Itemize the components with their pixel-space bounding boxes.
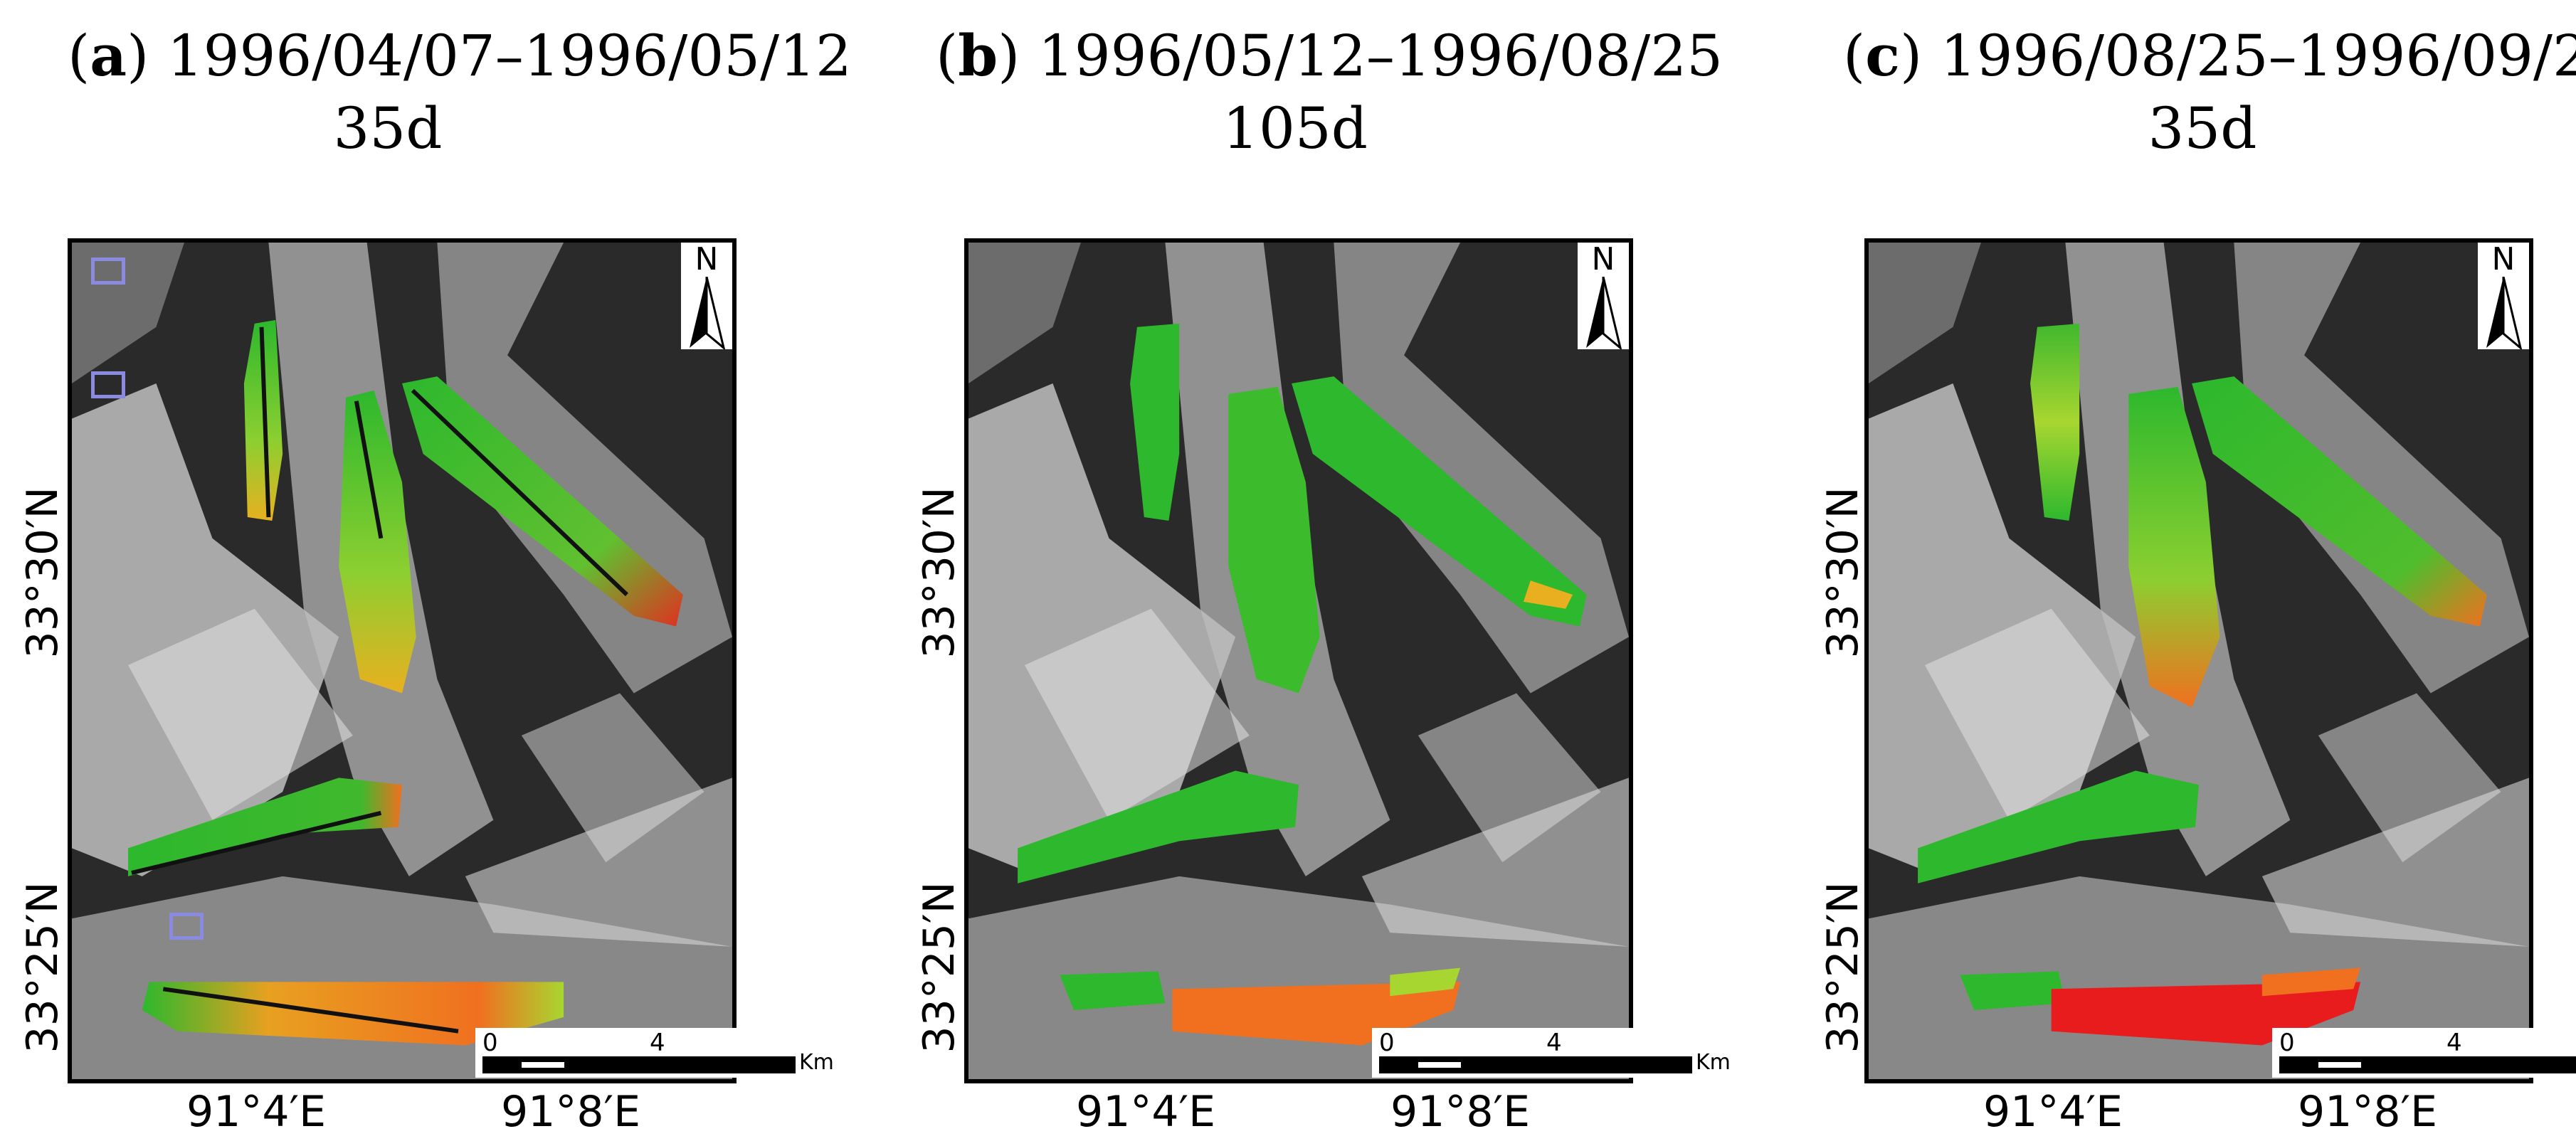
scale-bar-icon [2279,1056,2576,1073]
panel-b-lat-south: 33°25′N [914,881,964,1054]
scale-bar-icon [1379,1056,1692,1073]
scale-unit: Km [799,1050,834,1075]
north-letter: N [2491,241,2516,277]
panel-c-letter: c [1865,22,1900,89]
panel-a-roi-1 [91,258,125,285]
scale-four: 4 [650,1029,665,1057]
panel-a-map [68,238,737,1083]
panel-c-duration: 35d [2148,95,2257,161]
panel-a-period: 1996/04/07–1996/05/12 [167,23,852,89]
panel-a-lon-west: 91°4′E [186,1087,327,1137]
north-letter: N [1591,241,1615,277]
panel-c-lon-east: 91°8′E [2297,1087,2438,1137]
scale-bar-icon [482,1056,796,1073]
scale-zero: 0 [1379,1029,1395,1057]
panel-c-terrain [1869,243,2529,1079]
scale-zero: 0 [482,1029,498,1057]
panel-b-scalebar: 0 4 Km [1372,1028,1756,1078]
north-arrow-icon [690,277,726,349]
panel-b-lat-north: 33°30′N [914,487,964,659]
panel-a-title: (a) 1996/04/07–1996/05/12 35d [68,22,852,161]
panel-c-title: (c) 1996/08/25–1996/09/29 35d [1843,27,2576,161]
north-arrow-icon [2486,277,2523,349]
panel-c-lon-west: 91°4′E [1983,1087,2123,1137]
panel-a-lat-north: 33°30′N [18,487,68,659]
panel-a-terrain [72,243,732,1079]
panel-a-lon-east: 91°8′E [500,1087,641,1137]
scale-unit: Km [1696,1050,1731,1075]
panel-b-terrain [968,243,1629,1079]
scale-four: 4 [2446,1029,2462,1057]
panel-c-scalebar: 0 4 Km [2272,1028,2576,1078]
panel-c-lat-north: 33°30′N [1818,487,1868,659]
panel-c-north-arrow: N [2478,243,2529,349]
panel-b-period: 1996/05/12–1996/08/25 [1038,23,1723,89]
panel-b-duration: 105d [1223,95,1368,161]
panel-a-roi-3 [169,913,204,940]
panel-b-lon-east: 91°8′E [1390,1087,1531,1137]
panel-b-title: (b) 1996/05/12–1996/08/25 105d [936,22,1723,161]
panel-c-map [1864,238,2533,1083]
panel-a-lat-south: 33°25′N [18,881,68,1054]
panel-a-north-arrow: N [681,243,732,349]
panel-a-roi-2 [91,371,125,398]
panel-c-lat-south: 33°25′N [1818,881,1868,1054]
panel-b-letter: b [958,22,998,89]
panel-a-scalebar: 0 4 Km [475,1028,860,1078]
scale-zero: 0 [2279,1029,2295,1057]
panel-a-letter: a [90,22,127,89]
scale-four: 4 [1546,1029,1562,1057]
north-arrow-icon [1586,277,1622,349]
panel-a-duration: 35d [333,95,443,161]
north-letter: N [695,241,719,277]
panel-b-lon-west: 91°4′E [1075,1087,1216,1137]
panel-b-map [964,238,1633,1083]
panel-b-north-arrow: N [1578,243,1629,349]
panel-c-period: 1996/08/25–1996/09/29 [1940,23,2576,89]
